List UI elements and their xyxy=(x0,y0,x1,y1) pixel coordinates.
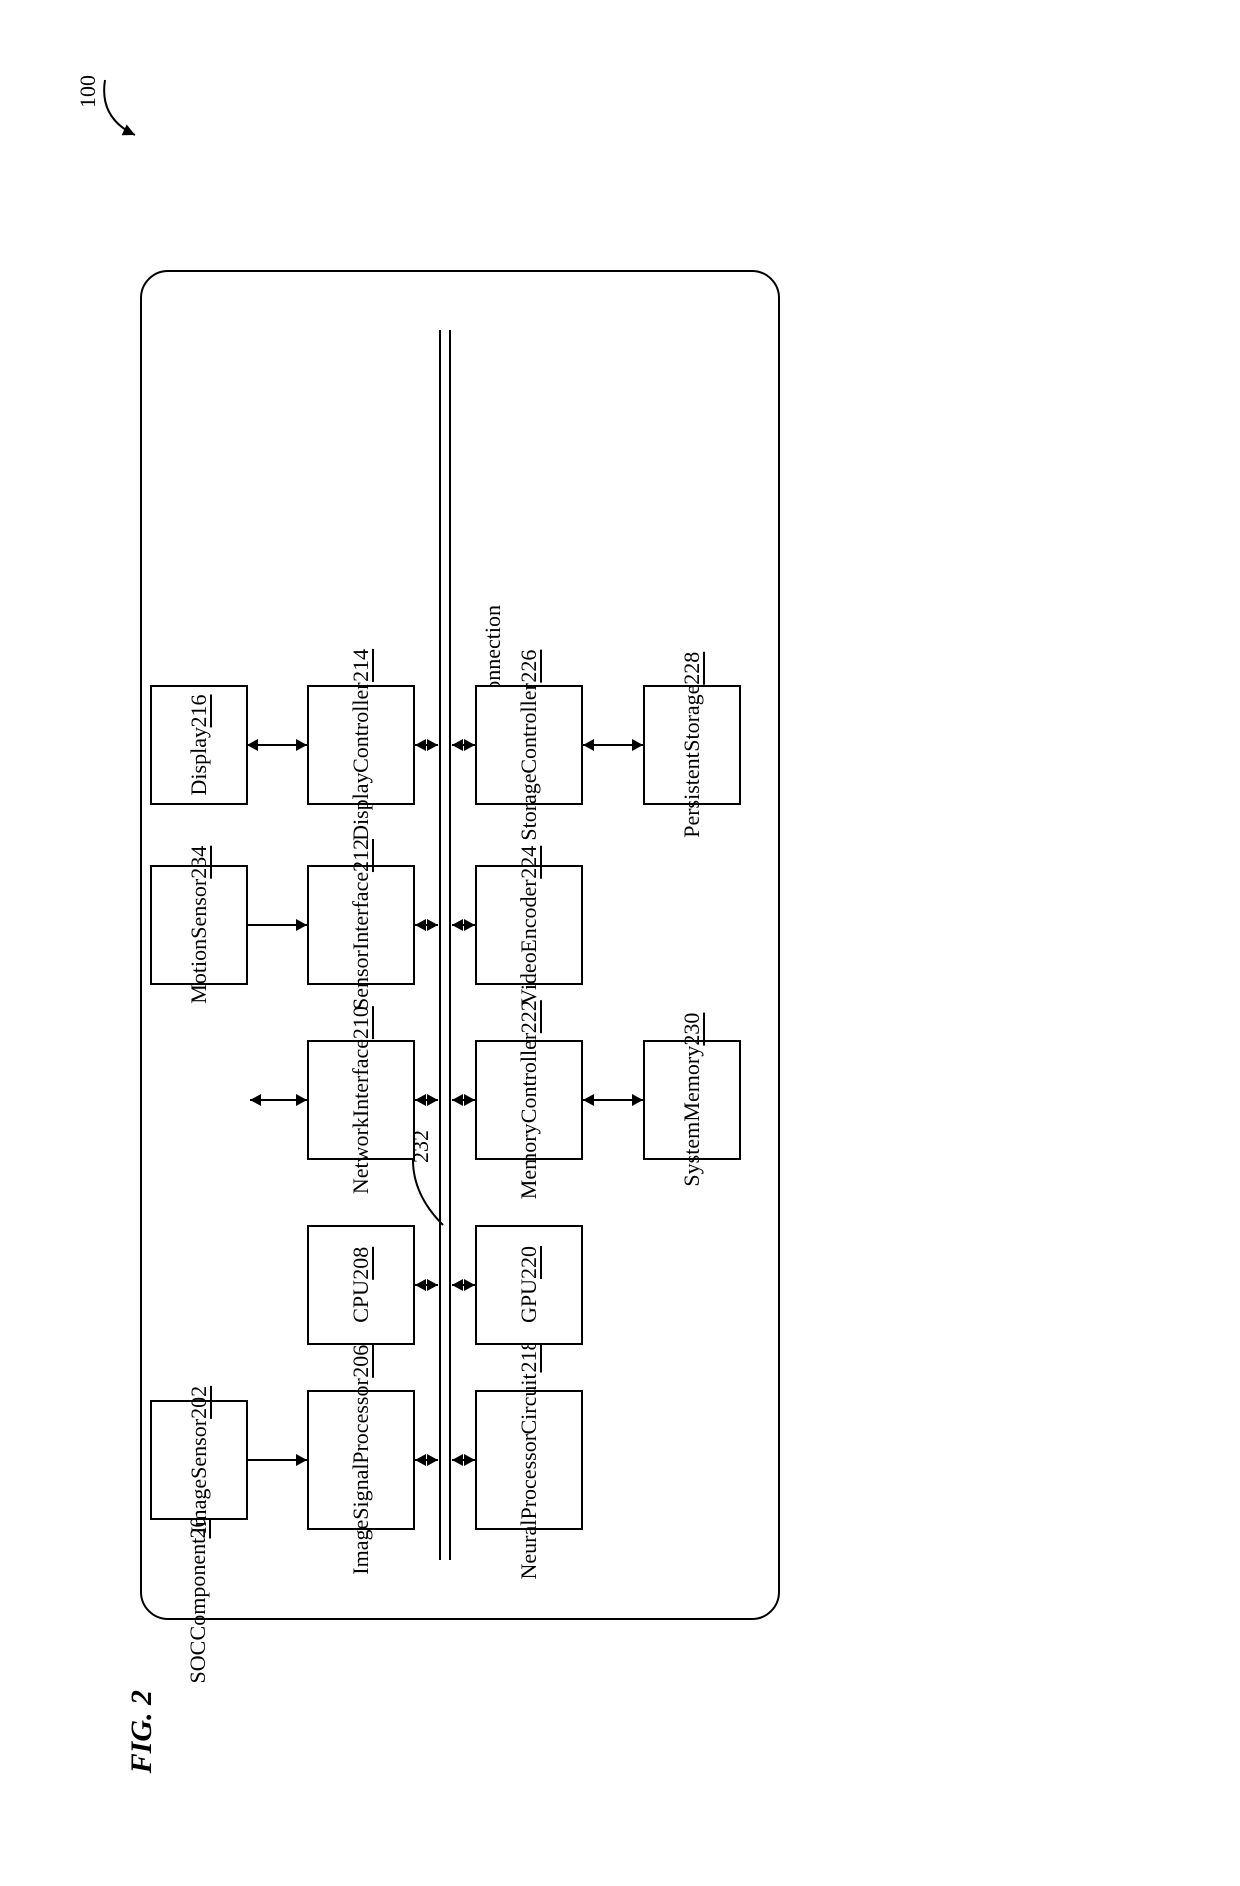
soc-label-line2: Component xyxy=(185,1538,211,1641)
image-sensor-box: ImageSensor202 xyxy=(150,1400,248,1520)
neural-line2: Processor xyxy=(516,1434,541,1520)
gpu-box: GPU220 xyxy=(475,1225,583,1345)
motion-sensor-box: MotionSensor234 xyxy=(150,865,248,985)
gpu-ref: 220 xyxy=(516,1246,541,1279)
sensor-if-line1: Sensor xyxy=(348,951,373,1011)
persistent-line1: Persistent xyxy=(679,752,704,838)
display-ctrl-line1: Display xyxy=(348,773,373,841)
motion-sensor-line2: Sensor xyxy=(186,879,211,939)
sensor-if-ref: 212 xyxy=(348,839,373,872)
image-sensor-ref: 202 xyxy=(186,1386,211,1419)
neural-line1: Neural xyxy=(516,1520,541,1580)
video-enc-line2: Encoder xyxy=(516,879,541,952)
persistent-ref: 228 xyxy=(679,652,704,685)
motion-sensor-ref: 234 xyxy=(186,846,211,879)
sys-mem-box: SystemMemory230 xyxy=(643,1040,741,1160)
video-enc-ref: 224 xyxy=(516,846,541,879)
system-ref-text: 100 xyxy=(75,75,101,108)
isp-line1: Image xyxy=(348,1520,373,1575)
network-if-line2: Interface xyxy=(348,1039,373,1117)
storage-ctrl-line1: Storage xyxy=(516,773,541,840)
image-sensor-line2: Sensor xyxy=(186,1419,211,1479)
mem-ctrl-line2: Controller xyxy=(516,1033,541,1123)
isp-line2: Signal xyxy=(348,1464,373,1520)
display-box: Display216 xyxy=(150,685,248,805)
figure-caption-text: FIG. 2 xyxy=(125,1690,159,1773)
display-ref: 216 xyxy=(186,694,211,727)
network-if-ref: 210 xyxy=(348,1006,373,1039)
network-if-line1: Network xyxy=(348,1117,373,1194)
storage-ctrl-ref: 226 xyxy=(516,650,541,683)
sensor-if-line2: Interface xyxy=(348,872,373,950)
neural-ref: 218 xyxy=(516,1340,541,1373)
isp-ref: 206 xyxy=(348,1345,373,1378)
sys-mem-ref: 230 xyxy=(679,1013,704,1046)
neural-box: NeuralProcessorCircuit218 xyxy=(475,1390,583,1530)
mem-ctrl-box: MemoryController222 xyxy=(475,1040,583,1160)
network-if-box: NetworkInterface210 xyxy=(307,1040,415,1160)
display-line1: Display xyxy=(186,727,211,795)
sys-mem-line1: System xyxy=(679,1122,704,1187)
cpu-line1: CPU xyxy=(348,1280,373,1323)
isp-line3: Processor xyxy=(348,1378,373,1464)
soc-label-line1: SOC xyxy=(185,1641,211,1684)
persistent-line2: Storage xyxy=(679,685,704,752)
mem-ctrl-ref: 222 xyxy=(516,1000,541,1033)
sys-mem-line2: Memory xyxy=(679,1046,704,1122)
display-ctrl-line2: Controller xyxy=(348,682,373,772)
image-sensor-line1: Image xyxy=(186,1479,211,1534)
system-reference-100: 100 xyxy=(75,75,101,108)
cpu-ref: 208 xyxy=(348,1247,373,1280)
cpu-box: CPU208 xyxy=(307,1225,415,1345)
sensor-if-box: SensorInterface212 xyxy=(307,865,415,985)
video-enc-box: VideoEncoder224 xyxy=(475,865,583,985)
mem-ctrl-line1: Memory xyxy=(516,1124,541,1200)
motion-sensor-line1: Motion xyxy=(186,939,211,1004)
storage-ctrl-line2: Controller xyxy=(516,683,541,773)
display-ctrl-ref: 214 xyxy=(348,649,373,682)
figure-caption: FIG. 2 xyxy=(125,1690,159,1773)
isp-box: ImageSignalProcessor206 xyxy=(307,1390,415,1530)
display-ctrl-box: DisplayController214 xyxy=(307,685,415,805)
neural-line3: Circuit xyxy=(516,1373,541,1434)
persistent-box: PersistentStorage228 xyxy=(643,685,741,805)
video-enc-line1: Video xyxy=(516,952,541,1004)
gpu-line1: GPU xyxy=(516,1279,541,1323)
storage-ctrl-box: StorageController226 xyxy=(475,685,583,805)
